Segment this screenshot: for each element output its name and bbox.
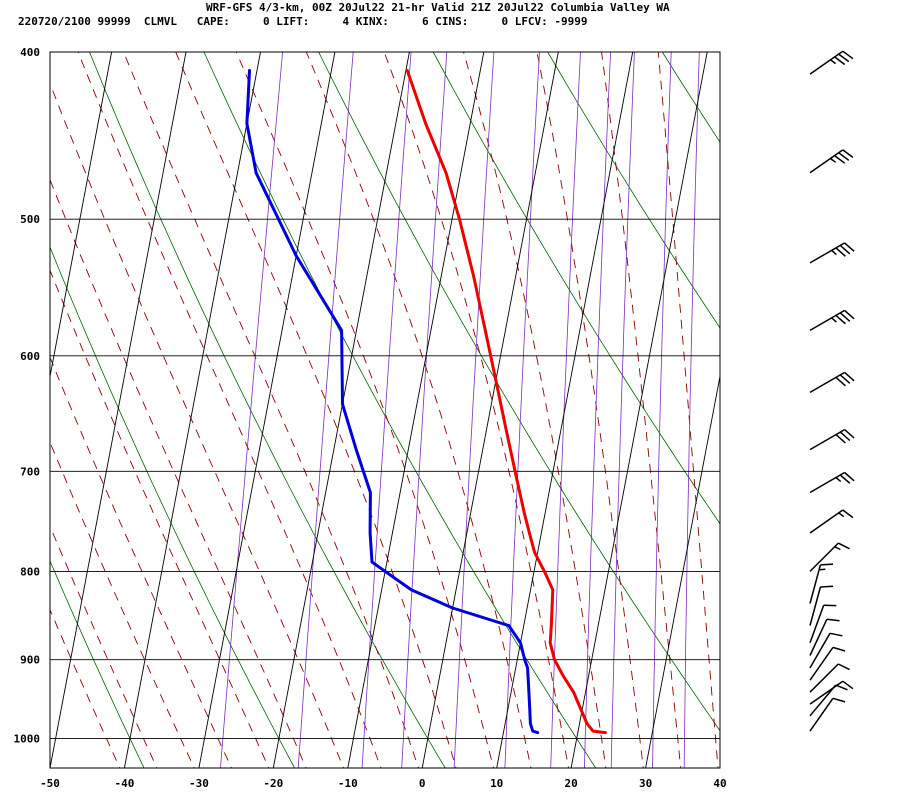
mixing-ratio-line: [721, 52, 732, 768]
wind-barb: [809, 697, 846, 732]
wind-barb: [809, 149, 854, 174]
mixing-ratio-line: [610, 52, 635, 768]
temperature-profile-line: [405, 69, 607, 735]
mixing-ratio-line: [361, 52, 412, 768]
isotherm-gridline: [272, 52, 410, 768]
wind-barb: [809, 509, 854, 534]
wind-barb: [809, 684, 848, 717]
mixing-ratio-line: [297, 52, 354, 768]
temperature-tick-label: -50: [40, 777, 60, 790]
pressure-tick-label: 400: [20, 46, 40, 59]
wind-barb: [809, 471, 855, 494]
pressure-tick-label: 500: [20, 213, 40, 226]
dry-adiabat: [89, 52, 446, 768]
moist-adiabat: [123, 52, 419, 768]
mixing-ratio-line: [550, 52, 581, 768]
wind-barb: [809, 563, 834, 604]
moist-adiabat: [463, 52, 607, 768]
mixing-ratio-line: [453, 52, 495, 768]
temperature-tick-label: -10: [338, 777, 358, 790]
isotherm-gridline: [496, 52, 634, 768]
mixing-ratio-line: [220, 52, 283, 768]
moist-adiabat: [235, 52, 494, 768]
moist-adiabat: [50, 608, 121, 768]
wind-barb: [809, 542, 850, 572]
moist-adiabat: [50, 441, 195, 768]
mixing-ratio-line: [504, 52, 540, 768]
wind-barb: [809, 632, 843, 669]
moist-adiabat: [657, 52, 719, 768]
temperature-tick-label: 0: [419, 777, 426, 790]
isotherm-gridline: [570, 52, 708, 768]
moist-adiabat: [601, 52, 682, 768]
isotherm-gridline: [50, 52, 113, 379]
dry-adiabat: [203, 52, 597, 768]
temperature-tick-label: 10: [490, 777, 503, 790]
isotherm-gridline: [347, 52, 485, 768]
moist-adiabat: [50, 269, 270, 768]
temperature-tick-label: 30: [639, 777, 652, 790]
wind-barb: [809, 242, 855, 264]
stability-indices: 220720/2100 99999 CLMVL CAPE: 0 LIFT: 4 …: [18, 15, 588, 28]
sounding-header: WRF-GFS 4/3-km, 00Z 20Jul22 21-hr Valid …: [0, 0, 900, 34]
wind-barbs: [809, 50, 855, 732]
wind-barb: [809, 50, 854, 75]
moist-adiabat: [383, 52, 569, 768]
profiles: [245, 69, 607, 735]
pressure-tick-label: 700: [20, 465, 40, 478]
dry-adiabat: [891, 52, 900, 768]
dry-adiabat: [50, 560, 145, 768]
wind-barb: [809, 428, 855, 451]
isotherm-gridline: [421, 52, 559, 768]
plot-frame: [49, 51, 721, 769]
mixing-ratio-line: [683, 52, 700, 768]
model-run-title: WRF-GFS 4/3-km, 00Z 20Jul22 21-hr Valid …: [206, 1, 670, 14]
pressure-tick-label: 900: [20, 654, 40, 667]
moist-adiabat: [50, 82, 344, 768]
moist-adiabat: [175, 52, 457, 768]
moist-adiabat: [77, 52, 382, 768]
dry-adiabat: [50, 246, 295, 768]
pressure-tick-label: 600: [20, 350, 40, 363]
moist-adiabat: [536, 52, 644, 768]
temperature-tick-label: -20: [263, 777, 283, 790]
pressure-tick-label: 800: [20, 565, 40, 578]
wind-barb: [809, 604, 837, 644]
mixing-ratio-line: [584, 52, 611, 768]
temperature-tick-label: 20: [564, 777, 577, 790]
background-lines: [50, 52, 900, 768]
dry-adiabat: [547, 52, 720, 329]
isotherm-gridline: [50, 52, 187, 768]
moist-adiabat: [50, 524, 158, 768]
wind-barb: [809, 646, 846, 681]
temperature-tick-label: 40: [713, 777, 726, 790]
moist-adiabat: [50, 178, 307, 768]
dry-adiabat: [432, 52, 720, 525]
temperature-tick-label: -30: [189, 777, 209, 790]
dewpoint-profile-line: [245, 69, 540, 735]
isotherm-gridline: [123, 52, 261, 768]
mixing-ratio-line: [401, 52, 448, 768]
isotherm-gridline: [719, 765, 720, 768]
wind-barb: [809, 618, 840, 656]
isotherm-gridline: [645, 373, 720, 768]
moist-adiabat: [50, 356, 232, 768]
dry-adiabat: [318, 52, 720, 732]
wind-barb: [809, 663, 850, 693]
dry-adiabat: [661, 52, 720, 143]
mixing-ratio-line: [652, 52, 672, 768]
wind-barb: [809, 371, 855, 394]
wind-barb: [809, 585, 834, 626]
moist-adiabat: [305, 52, 532, 768]
wind-barb: [809, 309, 855, 332]
pressure-tick-label: 1000: [14, 733, 41, 746]
isotherm-gridline: [198, 52, 336, 768]
temperature-tick-label: -40: [114, 777, 134, 790]
